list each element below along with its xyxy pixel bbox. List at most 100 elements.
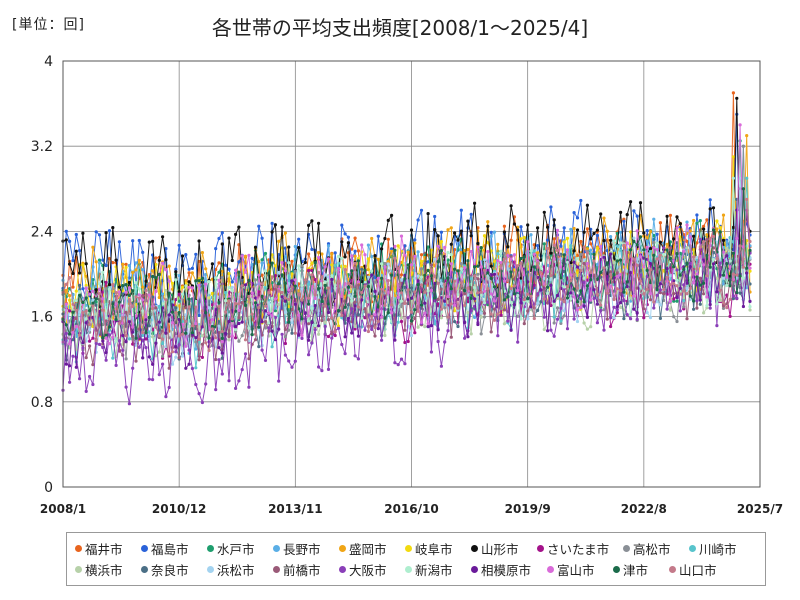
data-point (280, 288, 284, 292)
data-point (668, 308, 673, 312)
data-point (144, 337, 148, 341)
data-point (595, 246, 600, 250)
data-point (117, 339, 121, 343)
data-point (426, 260, 430, 264)
data-point (463, 249, 467, 253)
data-point (702, 311, 706, 315)
data-point (220, 351, 224, 355)
data-point (708, 207, 712, 211)
data-point (433, 214, 437, 219)
data-point (658, 316, 663, 320)
data-point (582, 304, 586, 308)
data-point (68, 319, 72, 323)
data-point (695, 299, 699, 303)
data-point (170, 310, 175, 314)
data-point (217, 278, 221, 282)
data-point (117, 285, 121, 289)
data-point (688, 235, 692, 239)
data-point (685, 239, 689, 243)
data-point (68, 276, 72, 280)
data-point (230, 258, 234, 263)
data-point (512, 253, 517, 257)
data-point (194, 340, 198, 344)
data-point (164, 247, 168, 251)
data-point (184, 306, 188, 310)
data-point (542, 315, 546, 319)
data-point (672, 265, 676, 269)
data-point (453, 303, 457, 307)
data-point (748, 308, 752, 312)
data-point (97, 287, 102, 291)
data-point (190, 266, 194, 270)
data-point (267, 291, 271, 295)
data-point (486, 224, 490, 228)
data-point (685, 281, 689, 285)
data-point (672, 299, 676, 303)
data-point (668, 256, 673, 260)
data-point (675, 268, 679, 272)
data-point (227, 335, 231, 339)
data-point (695, 306, 699, 310)
data-point (702, 281, 706, 285)
data-point (250, 333, 254, 337)
data-point (463, 266, 467, 270)
data-point (565, 260, 570, 264)
data-point (725, 240, 729, 244)
data-point (645, 311, 649, 315)
data-point (658, 253, 663, 257)
data-point (283, 231, 287, 235)
data-point (731, 297, 736, 301)
data-point (629, 200, 633, 204)
data-point (200, 309, 204, 313)
data-point (629, 230, 633, 234)
data-point (479, 246, 483, 250)
data-point (247, 278, 251, 282)
data-point (668, 246, 673, 250)
data-point (595, 277, 600, 281)
data-point (127, 263, 131, 268)
data-point (605, 317, 609, 321)
data-point (619, 301, 623, 305)
data-point (486, 268, 490, 272)
data-point (217, 324, 221, 328)
series-line (62, 188, 751, 369)
data-point (127, 298, 131, 302)
data-point (97, 342, 102, 346)
data-point (532, 316, 536, 321)
data-point (386, 279, 390, 283)
data-point (413, 308, 417, 312)
data-point (572, 226, 576, 231)
data-point (516, 264, 520, 268)
data-point (154, 276, 158, 280)
data-point (572, 273, 576, 277)
data-point (224, 310, 228, 314)
data-point (482, 258, 487, 262)
data-point (71, 338, 75, 342)
data-point (711, 206, 716, 210)
data-point (313, 293, 317, 297)
data-point (356, 280, 360, 284)
data-point (476, 264, 480, 268)
data-point (476, 277, 480, 281)
data-point (433, 274, 437, 278)
data-point (449, 302, 453, 306)
data-point (615, 287, 619, 291)
data-point (91, 289, 95, 293)
data-point (615, 308, 619, 312)
data-point (141, 333, 145, 338)
data-point (532, 265, 536, 269)
data-point (725, 275, 729, 279)
data-point (147, 282, 151, 286)
data-point (243, 254, 248, 258)
data-point (353, 354, 357, 358)
data-point (194, 366, 198, 370)
series-line (62, 210, 751, 405)
legend-item: 津市 (611, 559, 667, 580)
data-point (386, 237, 390, 241)
data-point (227, 379, 231, 383)
data-point (240, 320, 244, 324)
data-point (147, 240, 151, 244)
data-point (68, 309, 72, 313)
data-point (396, 244, 400, 248)
data-point (522, 273, 526, 277)
